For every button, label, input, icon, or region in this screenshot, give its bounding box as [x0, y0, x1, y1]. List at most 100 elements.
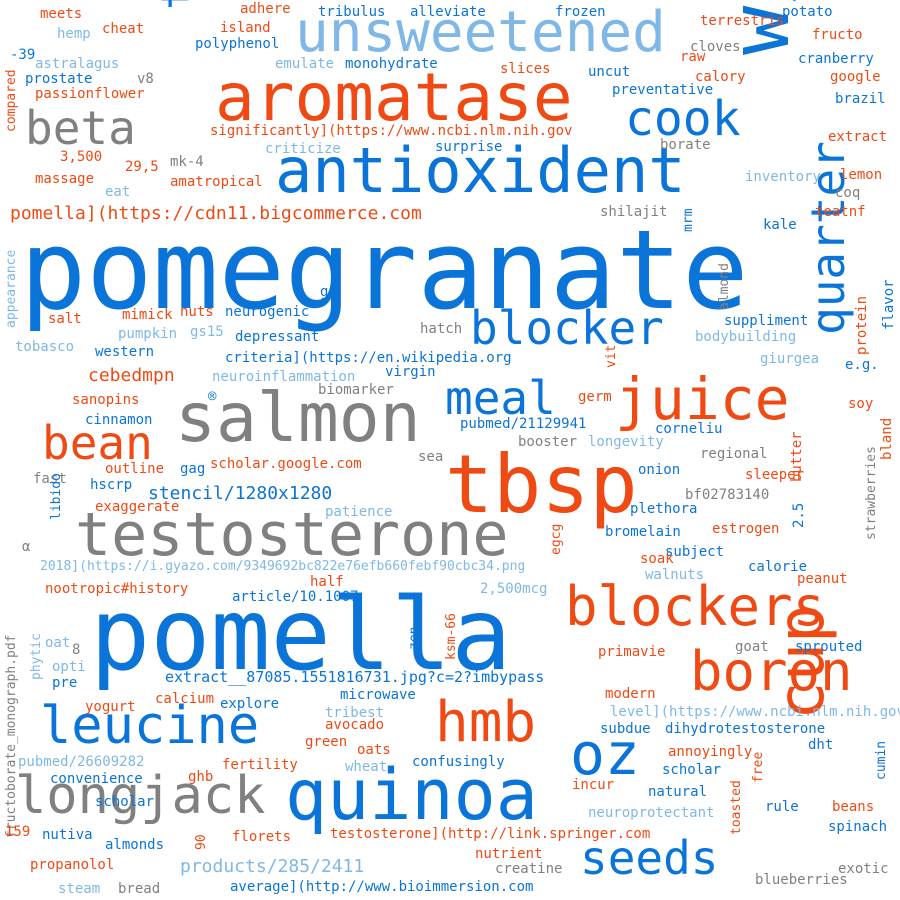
word: sanopins — [72, 392, 140, 408]
word: preventative — [612, 82, 714, 98]
word: strawberries — [864, 446, 879, 540]
word: hscrp — [90, 477, 133, 493]
word: teatnf — [815, 204, 866, 220]
word: criteria](https://en.wikipedia.org — [225, 350, 512, 366]
word: appearance — [4, 249, 19, 328]
word: cranberry — [798, 51, 874, 67]
word: biomarker — [318, 382, 394, 398]
word: cinnamon — [85, 412, 153, 428]
word: creatine — [495, 861, 563, 877]
word: bland — [879, 417, 895, 460]
word: corneliu — [655, 421, 723, 437]
word: blockers — [565, 575, 826, 638]
word: mk-4 — [170, 154, 204, 170]
word: borate — [660, 137, 711, 153]
word: v8 — [137, 71, 154, 87]
word: significantly](https://www.ncbi.nlm.nih.… — [210, 123, 573, 139]
word: cheat — [102, 21, 145, 37]
word: scholar — [95, 794, 155, 810]
word: half — [310, 574, 344, 590]
word: free — [751, 751, 766, 783]
word: quinoa — [285, 754, 538, 836]
word: 2.5 — [791, 502, 807, 528]
word: boron — [690, 640, 853, 703]
word: sprouted — [795, 639, 863, 655]
word: subdue — [600, 721, 651, 737]
word: nootropic#history — [45, 581, 189, 597]
word: cup — [765, 604, 839, 720]
word: opti — [52, 659, 86, 675]
word: regional — [700, 446, 768, 462]
word: 29,5 — [125, 159, 159, 175]
word: longjack — [15, 766, 266, 826]
word: toasted — [729, 780, 744, 835]
word: criticize — [265, 141, 341, 157]
word: monohydrate — [345, 56, 438, 72]
word: bromelain — [605, 524, 681, 540]
word: bf02783140 — [685, 487, 770, 503]
word: testosterone — [75, 500, 509, 570]
word: suppliment — [724, 313, 809, 329]
word: almond — [717, 263, 732, 310]
word: extract__87085.1551816731.jpg?c=2?imbypa… — [165, 668, 545, 686]
word: nuts — [180, 304, 214, 320]
word: western — [95, 344, 155, 360]
word: soak — [640, 551, 674, 567]
word: yogurt — [85, 699, 136, 715]
word: meets — [40, 6, 83, 22]
word: lemon — [840, 167, 883, 183]
word: nutiva — [42, 827, 93, 843]
word: prostate — [25, 71, 93, 87]
word: kale — [763, 217, 797, 233]
word: 2018](https://i.gyazo.com/9349692bc822e7… — [40, 559, 526, 574]
word: meal — [445, 371, 556, 425]
word: ksm-66 — [444, 613, 459, 660]
word: cebedmpn — [88, 365, 175, 386]
word: massage — [35, 171, 95, 187]
word: level](https://www.ncbi.nlm.nih.gov — [610, 704, 900, 720]
word: patience — [325, 504, 393, 520]
word: 90 — [194, 834, 209, 850]
word: tribest — [325, 705, 385, 721]
word: mrm — [681, 208, 696, 232]
word: frozen — [555, 4, 606, 20]
word: amatropical — [170, 174, 263, 190]
word: raw — [680, 49, 706, 65]
word: germ — [578, 389, 612, 405]
word: nutrient — [475, 846, 543, 862]
word: almonds — [105, 837, 165, 853]
word: inventory — [745, 169, 821, 185]
word: bean — [42, 416, 153, 470]
word: 8 — [72, 642, 81, 658]
word: cloves — [690, 39, 741, 55]
word: alleviate — [410, 4, 486, 20]
word: goat — [735, 639, 769, 655]
word: bread — [118, 881, 161, 897]
word: fructoborate_monograph.pdf — [4, 634, 19, 839]
word: tribulus — [318, 4, 386, 20]
word: zen — [407, 626, 422, 650]
word: brazil — [835, 91, 886, 107]
word: tobasco — [15, 339, 75, 355]
word: egcg — [549, 523, 564, 555]
word: neuroinflammation — [212, 369, 356, 385]
word: uncut — [588, 64, 631, 80]
word: wheat — [345, 759, 388, 775]
word: green — [305, 734, 348, 750]
word: extract — [828, 129, 888, 145]
word: libido — [49, 473, 64, 520]
word: ghb — [188, 769, 214, 785]
word: vit — [604, 344, 619, 368]
word: hemp — [57, 26, 91, 42]
word: seeds — [580, 831, 719, 885]
word: 3,500 — [60, 149, 103, 165]
word: calcium — [155, 691, 215, 707]
word: pumpkin — [118, 326, 178, 342]
word: phytic — [29, 633, 44, 680]
word: polyphenol — [195, 36, 280, 52]
word: blueberries — [755, 872, 848, 888]
word: pomella — [90, 576, 512, 693]
word: florets — [232, 829, 292, 845]
word: convenience — [50, 771, 143, 787]
word: testosterone](http://link.springer.com — [330, 826, 651, 842]
